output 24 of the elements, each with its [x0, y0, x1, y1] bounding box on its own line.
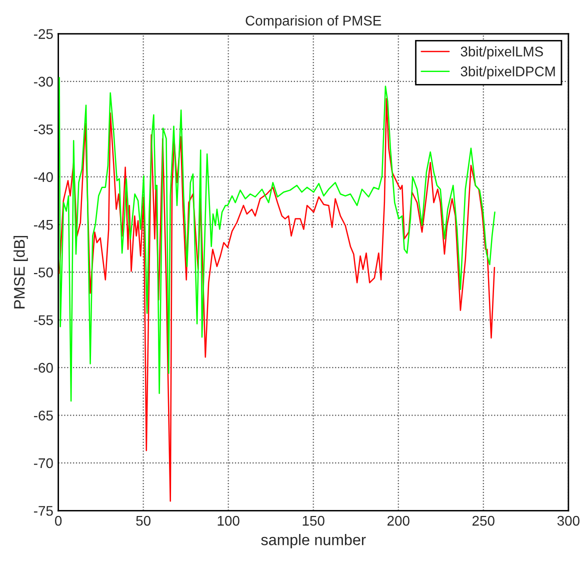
x-tick-label: 50: [136, 516, 151, 526]
y-axis-title: PMSE [dB]: [14, 236, 28, 308]
y-tick-label: -65: [34, 410, 53, 420]
x-tick-label: 100: [218, 516, 240, 526]
line-series: [58, 98, 496, 502]
y-tick-label: -75: [34, 506, 53, 516]
y-tick-label: -55: [34, 315, 53, 326]
x-tick-label: 200: [387, 516, 410, 526]
x-axis-title: sample number: [261, 534, 366, 548]
x-tick-label: 300: [557, 516, 580, 526]
legend-label: 3bit/pixelDPCM: [460, 66, 555, 80]
y-tick-label: -70: [34, 458, 53, 468]
x-tick-label: 0: [54, 516, 62, 526]
legend-label: 3bit/pixelLMS: [460, 46, 543, 60]
x-tick-label: 250: [472, 516, 494, 526]
chart-title: Comparision of PMSE: [246, 15, 382, 28]
y-tick-label: -45: [34, 220, 53, 230]
y-tick-label: -25: [34, 29, 53, 39]
y-tick-label: -35: [34, 124, 53, 134]
y-tick-label: -50: [34, 268, 53, 278]
y-tick-label: -30: [34, 76, 53, 87]
y-tick-label: -60: [34, 362, 53, 373]
x-tick-label: 150: [302, 516, 324, 526]
y-tick-label: -40: [34, 172, 53, 182]
